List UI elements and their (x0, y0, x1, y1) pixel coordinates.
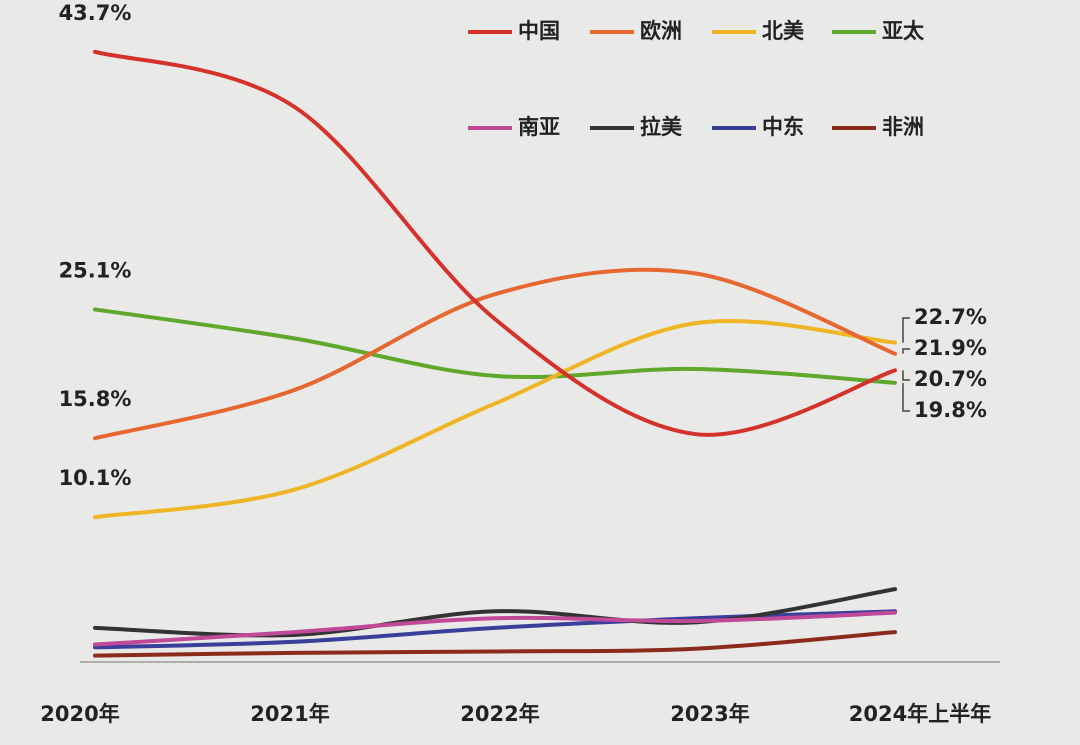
series-line (93, 630, 897, 658)
value-label: 43.7% (59, 1, 132, 25)
value-label: 19.8% (914, 398, 987, 422)
series-line (93, 319, 897, 520)
value-label: 22.7% (914, 305, 987, 329)
legend-label: 北美 (762, 19, 804, 43)
legend-label: 非洲 (882, 115, 924, 139)
leader-line (902, 317, 910, 343)
legend-label: 南亚 (518, 115, 560, 139)
legend-label: 欧洲 (640, 19, 682, 43)
x-tick-label: 2022年 (460, 702, 539, 726)
legend-label: 拉美 (640, 115, 682, 139)
series-line (93, 49, 897, 437)
x-tick-label: 2023年 (670, 702, 749, 726)
x-tick-label: 2024年上半年 (849, 702, 991, 726)
series-line (93, 267, 897, 441)
legend-label: 中东 (762, 115, 804, 139)
series-line (93, 307, 897, 385)
leader-line (902, 382, 910, 412)
x-tick-label: 2021年 (250, 702, 329, 726)
value-label: 21.9% (914, 336, 987, 360)
legend-label: 亚太 (882, 19, 925, 43)
value-label: 15.8% (59, 387, 132, 411)
value-label: 20.7% (914, 367, 987, 391)
leader-line (902, 370, 910, 381)
x-tick-label: 2020年 (40, 702, 119, 726)
value-label: 10.1% (59, 466, 132, 490)
value-label: 25.1% (59, 258, 132, 282)
legend-label: 中国 (518, 19, 560, 43)
leader-line (902, 348, 910, 354)
series-line (93, 610, 897, 647)
